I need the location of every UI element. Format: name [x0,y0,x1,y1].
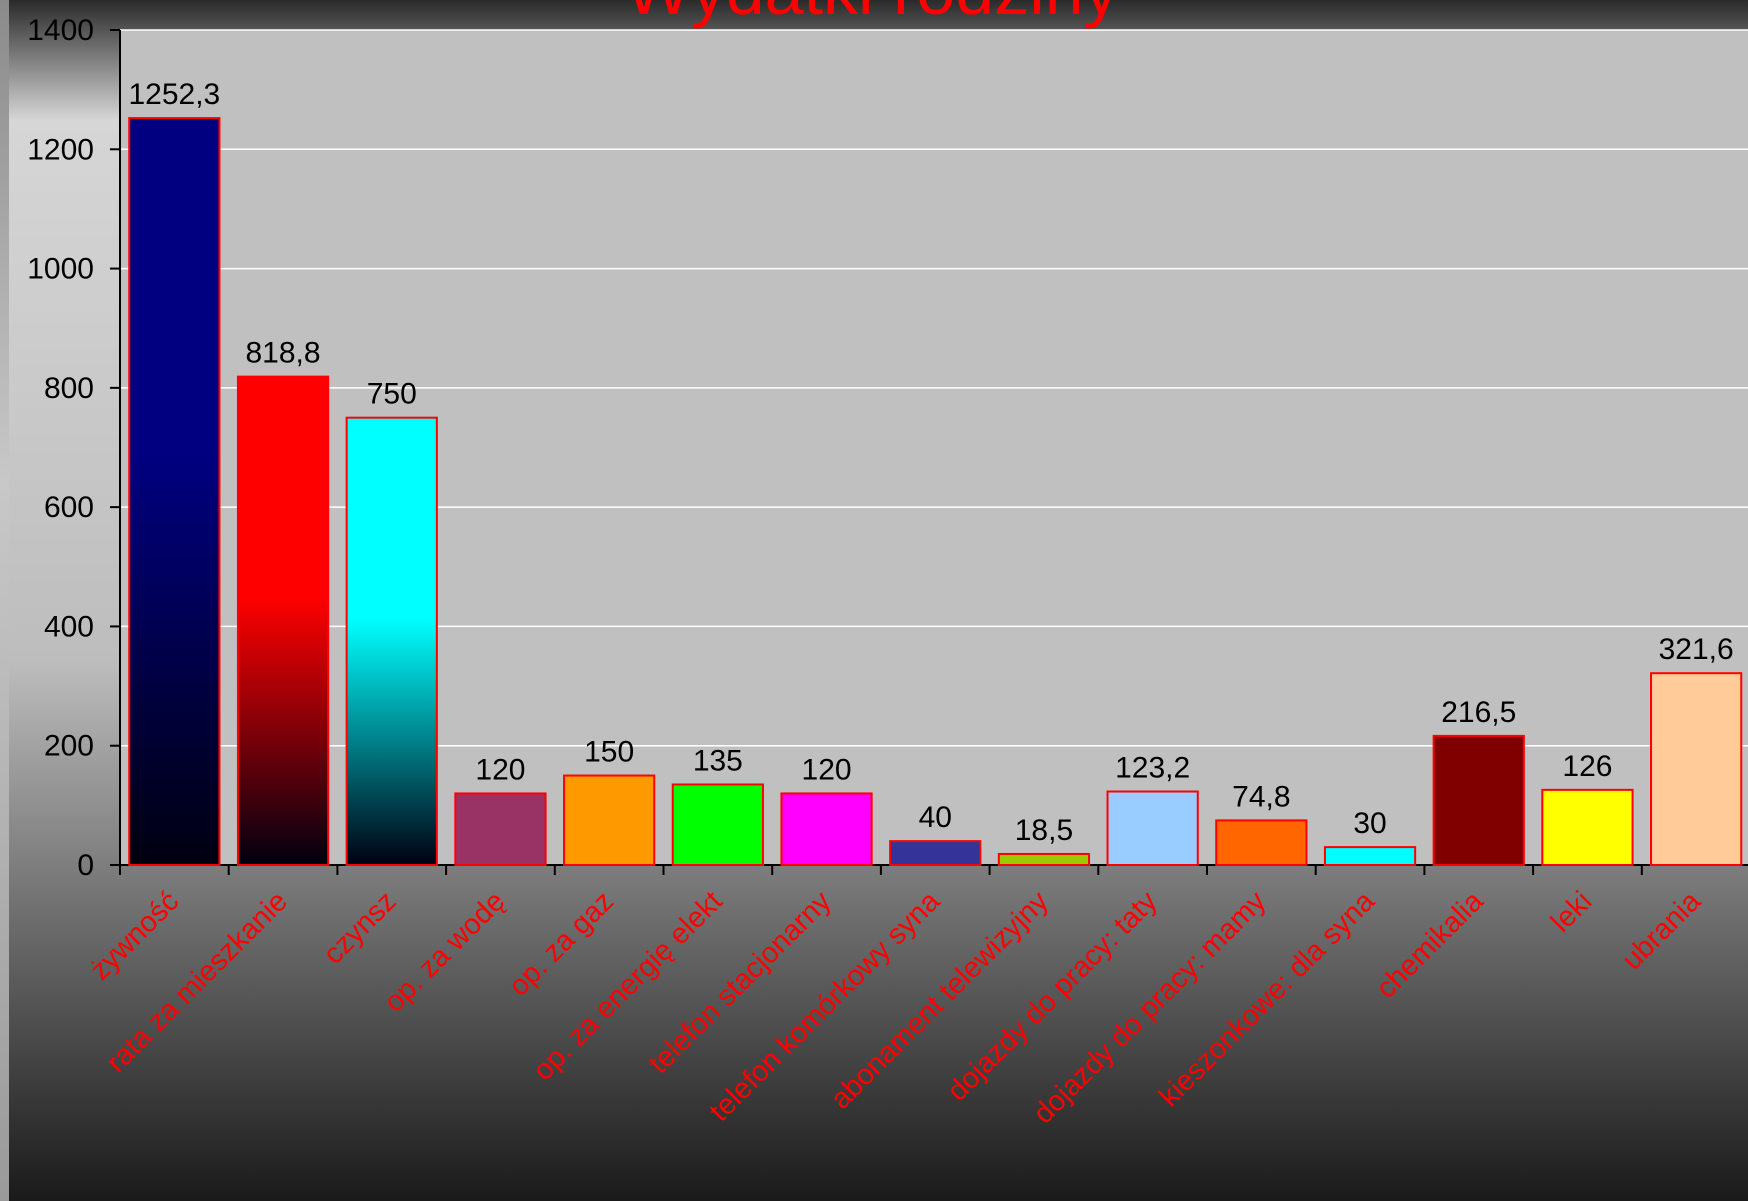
chart-title: Wydatki rodziny [625,0,1118,29]
y-tick-label-800: 800 [44,372,94,405]
bar-12 [1432,734,1525,867]
bars [128,117,1743,867]
bar-value-label-1: 818,8 [246,337,321,370]
bar-0 [128,117,221,866]
bar-1 [236,375,330,866]
bar-value-label-13: 126 [1562,750,1612,783]
category-label-0: żywność [84,885,185,986]
y-tick-label-400: 400 [44,610,94,643]
bar-8 [997,852,1091,866]
bar-6 [780,792,873,867]
category-label-6: telefon stacjonarny [643,885,838,1080]
bar-value-label-2: 750 [367,378,417,411]
bar-value-label-11: 30 [1353,807,1386,840]
bar-5 [671,783,764,866]
y-tick-label-1200: 1200 [27,133,94,166]
category-label-11: kieszonkowe: dla syna [1153,885,1381,1113]
bar-value-label-8: 18,5 [1015,814,1073,847]
category-label-4: op. za gaz [503,885,620,1002]
bar-value-label-7: 40 [919,801,952,834]
bar-10 [1215,819,1308,867]
bar-4 [563,774,656,866]
y-tick-label-1400: 1400 [27,14,94,47]
bar-14 [1650,672,1743,867]
left-edge-strip [0,0,9,1201]
bar-2 [345,416,438,866]
category-label-8: abonament telewizyjny [825,885,1055,1115]
bar-value-label-3: 120 [475,753,525,786]
bar-value-label-5: 135 [693,744,743,777]
bar-value-label-0: 1252,3 [128,78,220,111]
bar-value-label-9: 123,2 [1115,752,1190,785]
bar-value-label-12: 216,5 [1441,696,1516,729]
bar-value-label-10: 74,8 [1232,780,1290,813]
y-tick-label-600: 600 [44,491,94,524]
bar-value-label-14: 321,6 [1659,633,1734,666]
y-tick-label-1000: 1000 [27,253,94,286]
category-label-2: czynsz [317,885,402,970]
category-label-5: op. za energię elekt [527,885,729,1087]
category-label-1: rata za mieszkanie [100,885,294,1079]
bar-value-label-4: 150 [584,736,634,769]
bar-7 [889,840,982,867]
bar-13 [1541,788,1634,866]
bar-3 [454,792,547,867]
bar-9 [1106,790,1199,867]
bar-value-label-6: 120 [802,753,852,786]
y-tick-label-200: 200 [44,730,94,763]
category-label-13: leki [1545,885,1598,938]
y-tick-label-0: 0 [77,849,94,882]
bar-value-labels: 1252,3 818,8 750 120 150 135 120 40 18,5 123,2 74,… [128,78,1733,847]
category-label-14: ubrania [1616,885,1708,977]
category-label-12: chemikalia [1370,885,1490,1005]
category-label-9: dojazdy do pracy: taty [941,885,1163,1107]
bar-11 [1323,846,1417,866]
axes: 0 200 400 600 800 1000 1200 1400 [27,14,1748,882]
